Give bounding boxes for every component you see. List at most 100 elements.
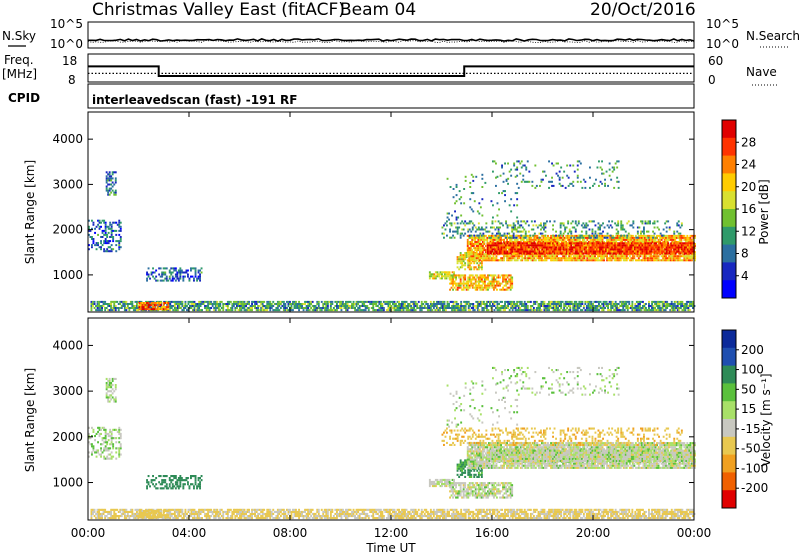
power-cell: [137, 305, 140, 307]
power-cell: [352, 300, 355, 303]
power-cell: [110, 309, 113, 312]
power-cell: [654, 309, 656, 312]
power-cell: [491, 284, 494, 287]
power-cell: [509, 248, 512, 251]
power-cell: [506, 257, 508, 260]
power-cell: [451, 300, 453, 303]
power-cell: [522, 303, 525, 305]
power-cell: [556, 248, 559, 251]
power-cell: [547, 252, 550, 255]
power-cell: [606, 259, 608, 262]
power-cell: [659, 250, 662, 253]
power-cell: [666, 241, 669, 243]
power-cell: [107, 225, 110, 228]
power-cell: [248, 307, 250, 309]
power-cell: [569, 257, 572, 260]
power-cell: [667, 303, 670, 305]
power-cell: [493, 274, 495, 277]
power-cell: [246, 307, 249, 309]
power-cell: [442, 309, 444, 312]
power-cell: [677, 244, 680, 247]
power-cell: [474, 238, 477, 241]
power-cell: [562, 255, 565, 258]
power-cell: [539, 305, 541, 307]
power-cell: [104, 233, 107, 236]
power-cell: [520, 230, 523, 233]
power-cell: [364, 300, 367, 303]
power-cell: [579, 244, 582, 247]
power-cell: [600, 255, 602, 258]
power-cell: [95, 242, 98, 245]
power-cell: [648, 307, 650, 309]
power-cell: [521, 234, 524, 237]
power-cell: [263, 300, 266, 303]
power-cell: [476, 305, 479, 307]
power-cell: [512, 251, 515, 254]
power-cell: [574, 236, 577, 239]
power-cell: [595, 259, 598, 262]
power-cell: [483, 274, 486, 277]
power-cell: [220, 307, 223, 309]
power-cell: [420, 303, 423, 305]
power-cell: [115, 240, 118, 243]
power-cell: [531, 259, 534, 262]
power-cell: [90, 300, 93, 303]
power-cell: [590, 309, 593, 312]
power-cell: [393, 309, 396, 312]
power-cell: [468, 284, 471, 287]
power-cell: [116, 240, 119, 243]
power-cell: [451, 309, 453, 312]
power-cell: [655, 300, 658, 303]
power-cell: [642, 300, 644, 303]
power-cell: [91, 244, 93, 247]
power-cell: [508, 250, 511, 253]
power-cell: [568, 250, 571, 253]
power-cell: [509, 244, 512, 247]
power-cell: [581, 259, 584, 262]
power-cell: [458, 274, 461, 277]
power-cell: [673, 305, 676, 307]
power-cell: [204, 300, 206, 303]
power-cell: [550, 246, 553, 249]
power-cell: [481, 257, 484, 260]
power-cell: [498, 236, 501, 239]
power-cell: [140, 308, 142, 311]
power-cell: [286, 309, 288, 312]
power-cell: [546, 309, 549, 312]
power-cell: [172, 300, 175, 303]
power-cell: [551, 303, 553, 305]
power-cell: [109, 250, 112, 253]
power-cell: [459, 254, 462, 257]
power-cell: [266, 303, 269, 305]
power-cell: [683, 242, 686, 245]
power-cell: [651, 241, 654, 243]
power-cell: [648, 259, 651, 262]
power-cell: [396, 305, 399, 307]
power-cell: [278, 305, 281, 307]
power-cell: [599, 242, 601, 245]
power-cell: [623, 300, 626, 303]
power-cell: [588, 220, 591, 223]
power-cell: [107, 179, 110, 182]
power-cell: [443, 300, 446, 303]
power-cell: [497, 228, 500, 231]
power-cell: [591, 250, 594, 253]
power-cell: [366, 300, 369, 303]
power-cell: [469, 253, 472, 256]
power-cell: [534, 255, 537, 258]
power-cell: [684, 309, 687, 312]
power-cell: [444, 228, 447, 231]
power-cell: [508, 278, 511, 281]
power-cell: [493, 242, 495, 245]
power-cell: [198, 305, 200, 307]
power-cell: [454, 309, 456, 312]
power-cell: [150, 273, 153, 276]
power-cell: [610, 234, 613, 237]
nsky-tick-top: 10^5: [50, 17, 83, 31]
power-cell: [606, 241, 608, 243]
power-cell: [507, 257, 510, 260]
power-cell: [615, 244, 618, 247]
beam-label: Beam 04: [340, 0, 416, 20]
power-cell: [653, 246, 656, 249]
power-cell: [480, 226, 483, 229]
